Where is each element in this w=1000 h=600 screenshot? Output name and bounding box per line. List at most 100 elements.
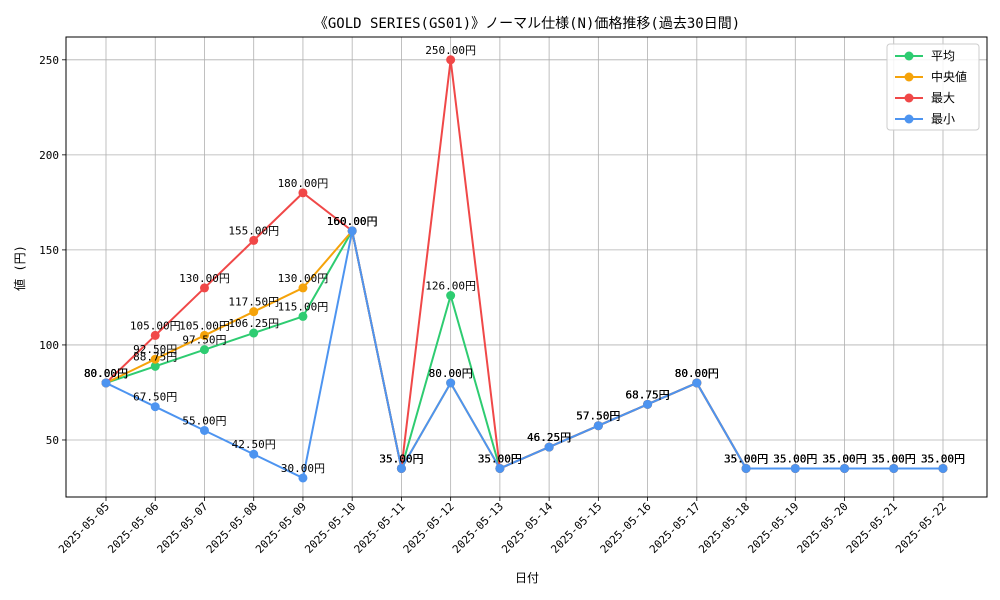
- data-point: [249, 235, 259, 245]
- data-point: [150, 330, 160, 340]
- x-tick-label: 2025-05-09: [253, 500, 309, 556]
- data-label: 46.25円: [527, 431, 571, 444]
- data-label: 57.50円: [576, 410, 620, 423]
- series-line: [105, 230, 943, 480]
- data-point: [150, 361, 160, 371]
- data-point: [396, 463, 406, 473]
- y-tick-label: 250: [39, 54, 59, 67]
- data-label: 35.00円: [773, 452, 817, 465]
- data-label: 35.00円: [921, 452, 965, 465]
- x-tick-label: 2025-05-16: [598, 500, 654, 556]
- data-point: [544, 442, 554, 452]
- plot-frame: [65, 36, 988, 498]
- data-label: 105.00円: [179, 319, 230, 332]
- data-label: 80.00円: [84, 367, 128, 380]
- data-point: [495, 463, 505, 473]
- data-label: 35.00円: [921, 452, 965, 465]
- data-point: [840, 463, 850, 473]
- data-label: 35.00円: [724, 452, 768, 465]
- legend-swatch-marker: [904, 72, 914, 82]
- data-label: 115.00円: [278, 300, 329, 313]
- data-label: 68.75円: [626, 388, 670, 401]
- chart-title: 《GOLD SERIES(GS01)》ノーマル仕様(N)価格推移(過去30日間): [314, 16, 740, 32]
- data-label: 130.00円: [278, 272, 329, 285]
- data-label: 35.00円: [478, 452, 522, 465]
- y-axis-label: 値 (円): [12, 245, 27, 291]
- x-tick-label: 2025-05-22: [893, 500, 949, 556]
- data-label: 35.00円: [822, 452, 866, 465]
- data-label: 126.00円: [425, 280, 476, 293]
- series-line: [105, 228, 943, 470]
- data-label: 88.75円: [133, 350, 177, 363]
- data-label: 68.75円: [626, 388, 670, 401]
- data-point: [298, 188, 308, 198]
- data-label: 35.00円: [379, 452, 423, 465]
- x-tick-label: 2025-05-14: [499, 500, 555, 556]
- data-label: 106.25円: [228, 317, 279, 330]
- data-label: 35.00円: [921, 452, 965, 465]
- y-tick-label: 150: [39, 244, 59, 257]
- x-tick-label: 2025-05-20: [795, 500, 851, 556]
- data-label: 35.00円: [478, 452, 522, 465]
- data-label: 57.50円: [576, 410, 620, 423]
- data-label: 80.00円: [84, 367, 128, 380]
- data-label: 105.00円: [130, 319, 181, 332]
- data-label: 35.00円: [379, 452, 423, 465]
- legend-label: 中央値: [931, 69, 967, 84]
- data-label: 35.00円: [921, 452, 965, 465]
- data-point: [150, 354, 160, 364]
- x-tick-label: 2025-05-06: [105, 500, 161, 556]
- data-label: 130.00円: [179, 272, 230, 285]
- data-label: 80.00円: [429, 367, 473, 380]
- data-label: 35.00円: [872, 452, 916, 465]
- data-label: 35.00円: [822, 452, 866, 465]
- y-tick-label: 200: [39, 149, 59, 162]
- data-label: 35.00円: [822, 452, 866, 465]
- data-point: [249, 328, 259, 338]
- x-tick-label: 2025-05-15: [548, 500, 604, 556]
- data-point: [249, 449, 259, 459]
- data-point: [889, 463, 899, 473]
- data-label: 35.00円: [822, 452, 866, 465]
- legend-swatch-marker: [904, 51, 914, 61]
- data-label: 68.75円: [626, 388, 670, 401]
- data-point: [298, 283, 308, 293]
- data-point: [298, 311, 308, 321]
- data-label: 35.00円: [379, 452, 423, 465]
- data-point: [347, 226, 357, 236]
- data-label: 35.00円: [379, 452, 423, 465]
- data-point: [938, 463, 948, 473]
- data-label: 35.00円: [724, 452, 768, 465]
- data-point: [150, 402, 160, 412]
- legend-box: [886, 43, 980, 131]
- legend-swatch-marker: [904, 114, 914, 124]
- data-label: 80.00円: [675, 367, 719, 380]
- data-label: 80.00円: [84, 367, 128, 380]
- x-tick-label: 2025-05-12: [401, 500, 457, 556]
- data-label: 35.00円: [872, 452, 916, 465]
- x-tick-label: 2025-05-08: [204, 500, 260, 556]
- legend-label: 最小: [931, 112, 955, 126]
- data-label: 160.00円: [327, 215, 378, 228]
- x-tick-label: 2025-05-05: [56, 500, 112, 556]
- data-label: 55.00円: [182, 414, 226, 427]
- y-tick-label: 100: [39, 339, 59, 352]
- data-point: [199, 425, 209, 435]
- x-axis-label: 日付: [515, 571, 539, 585]
- x-tick-label: 2025-05-18: [696, 500, 752, 556]
- data-label: 57.50円: [576, 410, 620, 423]
- x-tick-label: 2025-05-10: [302, 500, 358, 556]
- data-label: 160.00円: [327, 215, 378, 228]
- x-tick-label: 2025-05-19: [745, 500, 801, 556]
- data-label: 68.75円: [626, 388, 670, 401]
- data-point: [101, 378, 111, 388]
- x-tick-label: 2025-05-17: [647, 500, 703, 556]
- data-label: 46.25円: [527, 431, 571, 444]
- x-tick-label: 2025-05-13: [450, 500, 506, 556]
- data-label: 30.00円: [281, 462, 325, 475]
- data-point: [199, 330, 209, 340]
- data-label: 80.00円: [429, 367, 473, 380]
- data-label: 67.50円: [133, 391, 177, 404]
